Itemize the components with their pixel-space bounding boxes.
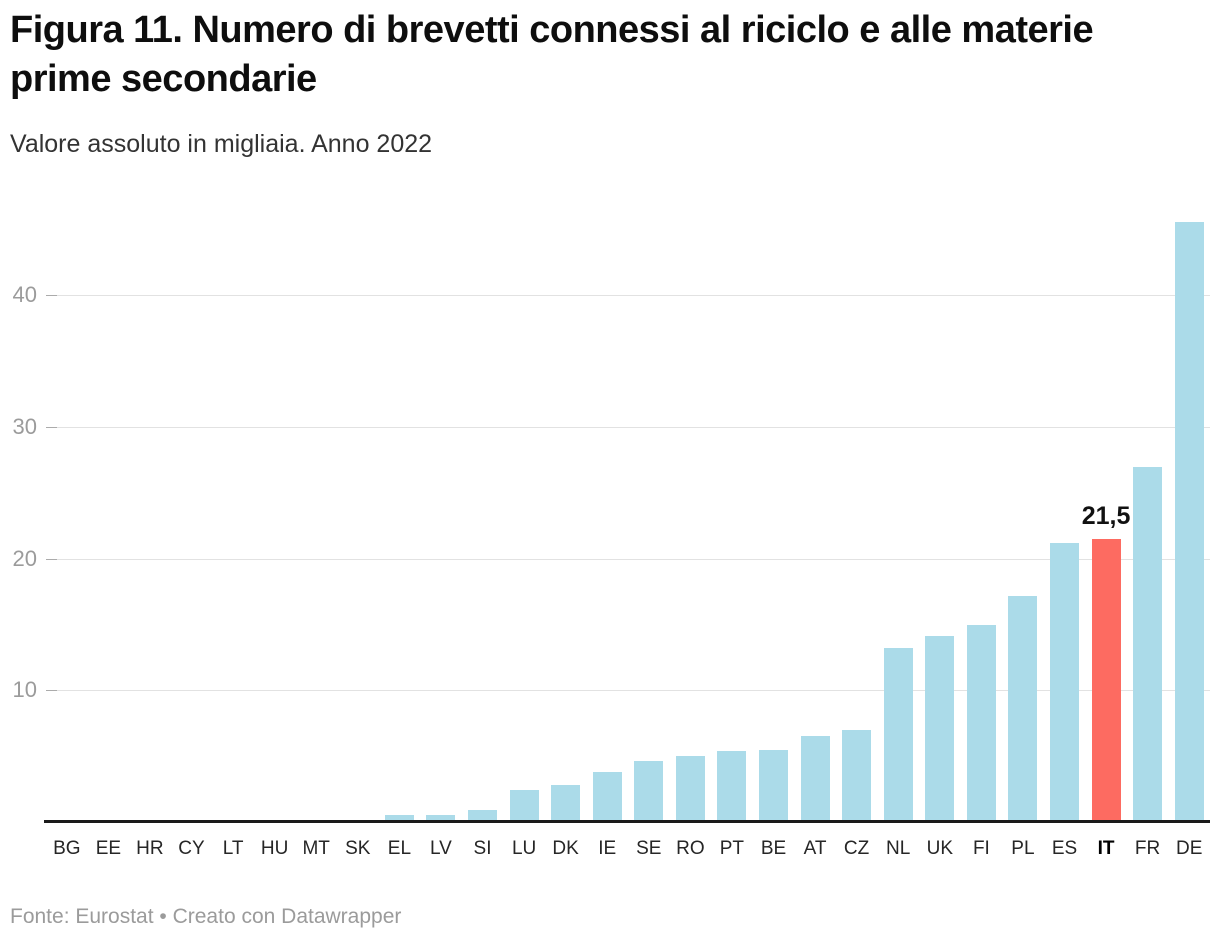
x-tick-label-ie: IE [598, 838, 617, 859]
bar-se[interactable] [634, 761, 664, 822]
y-axis-tick [46, 427, 57, 428]
x-tick-label-lu: LU [511, 838, 537, 859]
x-tick-label-fr: FR [1134, 838, 1161, 859]
bar-es[interactable] [1050, 542, 1079, 822]
bar-ie[interactable] [592, 772, 622, 822]
x-tick-label-es: ES [1051, 838, 1078, 859]
bar-ro[interactable] [675, 756, 705, 822]
x-tick-label-uk: UK [926, 838, 953, 859]
x-tick-label-mt: MT [302, 838, 330, 859]
bar-lu[interactable] [509, 790, 539, 822]
x-tick-label-cz: CZ [843, 838, 870, 859]
y-gridline [46, 690, 1210, 691]
y-axis-tick [46, 295, 57, 296]
x-tick-label-dk: DK [552, 838, 579, 859]
y-tick-label: 20 [12, 546, 37, 571]
highlight-value-label: 21,5 [1081, 501, 1131, 530]
page-title: Figura 11. Numero di brevetti connessi a… [10, 9, 1094, 100]
y-gridline [46, 559, 1210, 560]
bar-fr[interactable] [1133, 466, 1163, 822]
x-tick-label-ro: RO [676, 838, 705, 859]
y-axis-tick [46, 690, 57, 691]
x-tick-label-at: AT [803, 838, 827, 859]
bar-lv[interactable] [426, 815, 456, 822]
bar-dk[interactable] [551, 785, 581, 822]
bar-it[interactable] [1091, 538, 1121, 822]
source-attribution: Fonte: Eurostat • Creato con Datawrapper [10, 905, 402, 928]
bar-pl[interactable] [1008, 595, 1038, 822]
bar-nl[interactable] [883, 648, 913, 822]
x-tick-label-lv: LV [429, 838, 452, 859]
x-axis-line [44, 820, 1210, 823]
x-tick-label-pl: PL [1011, 838, 1035, 859]
x-tick-label-fi: FI [972, 838, 990, 859]
x-tick-label-lt: LT [222, 838, 244, 859]
bar-cz[interactable] [842, 729, 872, 822]
bar-at[interactable] [800, 736, 830, 822]
bar-de[interactable] [1174, 221, 1204, 822]
x-tick-label-el: EL [387, 838, 412, 859]
x-tick-label-be: BE [760, 838, 787, 859]
x-tick-label-bg: BG [53, 838, 81, 859]
x-tick-label-nl: NL [886, 838, 911, 859]
x-tick-label-cy: CY [178, 838, 205, 859]
bar-si[interactable] [468, 810, 497, 822]
y-gridline [46, 295, 1210, 296]
x-tick-label-hu: HU [260, 838, 289, 859]
x-tick-label-se: SE [636, 838, 662, 859]
chart-subtitle: Valore assoluto in migliaia. Anno 2022 [10, 130, 433, 158]
x-tick-label-it: IT [1097, 838, 1115, 859]
bar-uk[interactable] [925, 636, 955, 822]
bar-fi[interactable] [966, 624, 996, 822]
y-axis-tick [46, 559, 57, 560]
x-tick-label-pt: PT [719, 838, 745, 859]
x-tick-label-sk: SK [345, 838, 371, 859]
y-tick-label: 10 [12, 677, 37, 702]
bar-pt[interactable] [717, 750, 747, 822]
y-tick-label: 40 [12, 282, 37, 307]
bar-el[interactable] [384, 815, 414, 822]
x-tick-label-ee: EE [95, 838, 122, 859]
x-tick-label-si: SI [473, 838, 492, 859]
x-tick-label-hr: HR [136, 838, 164, 859]
y-tick-label: 30 [12, 414, 37, 439]
x-tick-label-de: DE [1175, 838, 1203, 859]
bar-be[interactable] [759, 749, 788, 822]
y-gridline [46, 427, 1210, 428]
